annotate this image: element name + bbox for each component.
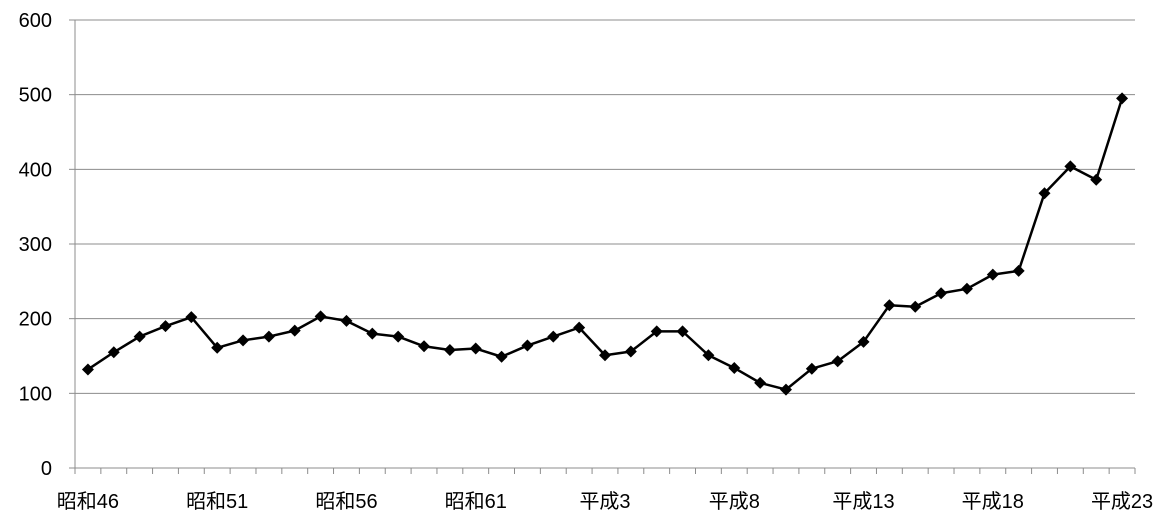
data-point-marker (805, 362, 818, 375)
data-point-marker (831, 355, 844, 368)
data-point-marker (935, 287, 948, 300)
y-tick-label: 300 (19, 234, 52, 256)
gridlines (75, 19, 1135, 394)
x-axis-tick-labels: 昭和46 昭和51 昭和56 昭和61 平成3 平成8 平成13 平成18 平成23 (57, 490, 1153, 513)
data-point-marker (107, 346, 120, 359)
x-tick-label: 昭和61 (445, 490, 507, 513)
series-group (81, 92, 1129, 396)
data-point-marker (909, 300, 922, 313)
data-point-marker (1090, 173, 1103, 186)
data-point-marker (185, 311, 198, 324)
y-tick-label: 500 (19, 85, 52, 107)
y-tick-label: 600 (19, 10, 52, 32)
data-point-marker (986, 268, 999, 281)
data-point-marker (133, 330, 146, 343)
data-point-marker (676, 325, 689, 338)
axes (69, 19, 1136, 474)
y-axis-tick-labels: 0 100 200 300 400 500 600 (19, 10, 52, 480)
data-point-marker (547, 330, 560, 343)
data-point-marker (1038, 187, 1051, 200)
data-point-marker (262, 330, 275, 343)
x-tick-label: 平成23 (1091, 490, 1153, 513)
data-point-marker (754, 376, 767, 389)
data-point-marker (495, 350, 508, 363)
x-tick-label: 平成8 (709, 490, 760, 513)
data-point-marker (650, 325, 663, 338)
data-point-marker (573, 321, 586, 334)
data-point-marker (288, 324, 301, 337)
data-point-marker (469, 342, 482, 355)
data-point-marker (418, 340, 431, 353)
data-point-marker (366, 327, 379, 340)
data-point-marker (340, 314, 353, 327)
data-point-marker (81, 363, 94, 376)
y-tick-label: 400 (19, 159, 52, 181)
data-point-marker (702, 349, 715, 362)
data-point-marker (314, 310, 327, 323)
data-point-marker (1064, 160, 1077, 173)
data-point-marker (211, 341, 224, 354)
data-point-marker (1012, 264, 1025, 277)
data-point-marker (960, 282, 973, 295)
data-point-marker (392, 330, 405, 343)
data-point-marker (883, 299, 896, 312)
x-tick-label: 昭和46 (57, 490, 119, 513)
x-tick-label: 昭和51 (186, 490, 248, 513)
data-point-marker (521, 339, 534, 352)
data-point-marker (779, 383, 792, 396)
x-tick-label: 平成3 (579, 490, 630, 513)
x-tick-label: 昭和56 (315, 490, 377, 513)
y-tick-label: 100 (19, 383, 52, 405)
data-point-marker (159, 320, 172, 333)
data-point-marker (237, 334, 250, 347)
x-tick-label: 平成13 (832, 490, 894, 513)
data-point-marker (443, 344, 456, 357)
data-point-marker (624, 345, 637, 358)
y-tick-label: 0 (41, 458, 52, 480)
data-point-marker (857, 335, 870, 348)
data-point-marker (728, 361, 741, 374)
y-tick-label: 200 (19, 309, 52, 331)
data-point-marker (599, 349, 611, 362)
x-tick-label: 平成18 (962, 490, 1024, 513)
data-point-marker (1116, 92, 1129, 105)
